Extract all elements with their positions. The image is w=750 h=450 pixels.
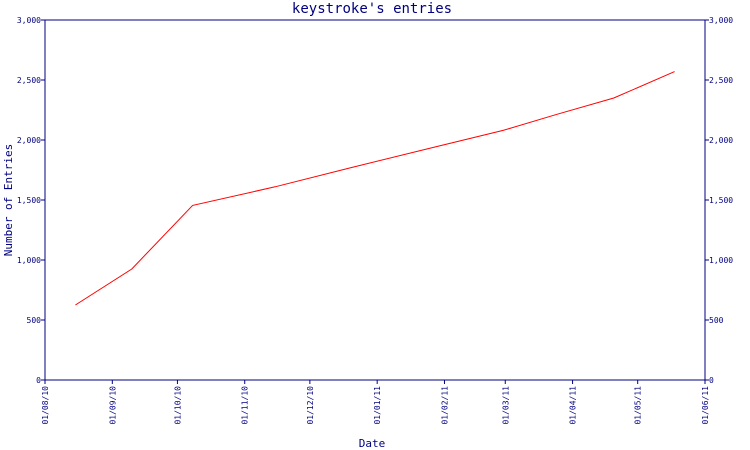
y-tick-label-left: 2,500 xyxy=(17,76,41,85)
y-tick-label-left: 500 xyxy=(27,316,42,325)
x-tick-label: 01/12/10 xyxy=(306,386,315,425)
y-tick-label-left: 1,500 xyxy=(17,196,41,205)
x-tick-label: 01/02/11 xyxy=(440,386,449,425)
y-tick-label-right: 0 xyxy=(709,376,714,385)
y-tick-label-right: 3,000 xyxy=(709,16,733,25)
plot-area-frame xyxy=(44,19,706,381)
x-tick-label: 01/08/10 xyxy=(41,386,50,425)
x-tick-label: 01/10/10 xyxy=(173,386,182,425)
y-tick-label-right: 2,000 xyxy=(709,136,733,145)
x-axis-title: Date xyxy=(359,437,386,450)
chart-title: keystroke's entries xyxy=(292,1,452,17)
x-tick-label: 01/09/10 xyxy=(108,386,117,425)
y-tick-label-left: 3,000 xyxy=(17,16,41,25)
y-axis-right: 0 500 1,000 1,500 2,000 2,500 3,000 xyxy=(705,16,733,385)
x-tick-label: 01/04/11 xyxy=(569,386,578,425)
x-tick-label: 01/06/11 xyxy=(701,386,710,425)
x-tick-label: 01/11/10 xyxy=(241,386,250,425)
y-tick-label-right: 500 xyxy=(709,316,724,325)
y-tick-label-right: 2,500 xyxy=(709,76,733,85)
y-axis-title: Number of Entries xyxy=(2,144,15,257)
x-tick-label: 01/05/11 xyxy=(634,386,643,425)
y-tick-label-right: 1,500 xyxy=(709,196,733,205)
y-tick-label-left: 1,000 xyxy=(17,256,41,265)
y-axis-left: 0 500 1,000 1,500 2,000 2,500 3,000 xyxy=(17,16,45,385)
x-axis: 01/08/10 01/09/10 01/10/10 01/11/10 01/12/10… xyxy=(41,380,710,425)
series-line xyxy=(75,71,675,306)
y-tick-label-left: 0 xyxy=(36,376,41,385)
x-tick-label: 01/01/11 xyxy=(373,386,382,425)
y-tick-label-left: 2,000 xyxy=(17,136,41,145)
y-tick-label-right: 1,000 xyxy=(709,256,733,265)
x-tick-label: 01/03/11 xyxy=(501,386,510,425)
